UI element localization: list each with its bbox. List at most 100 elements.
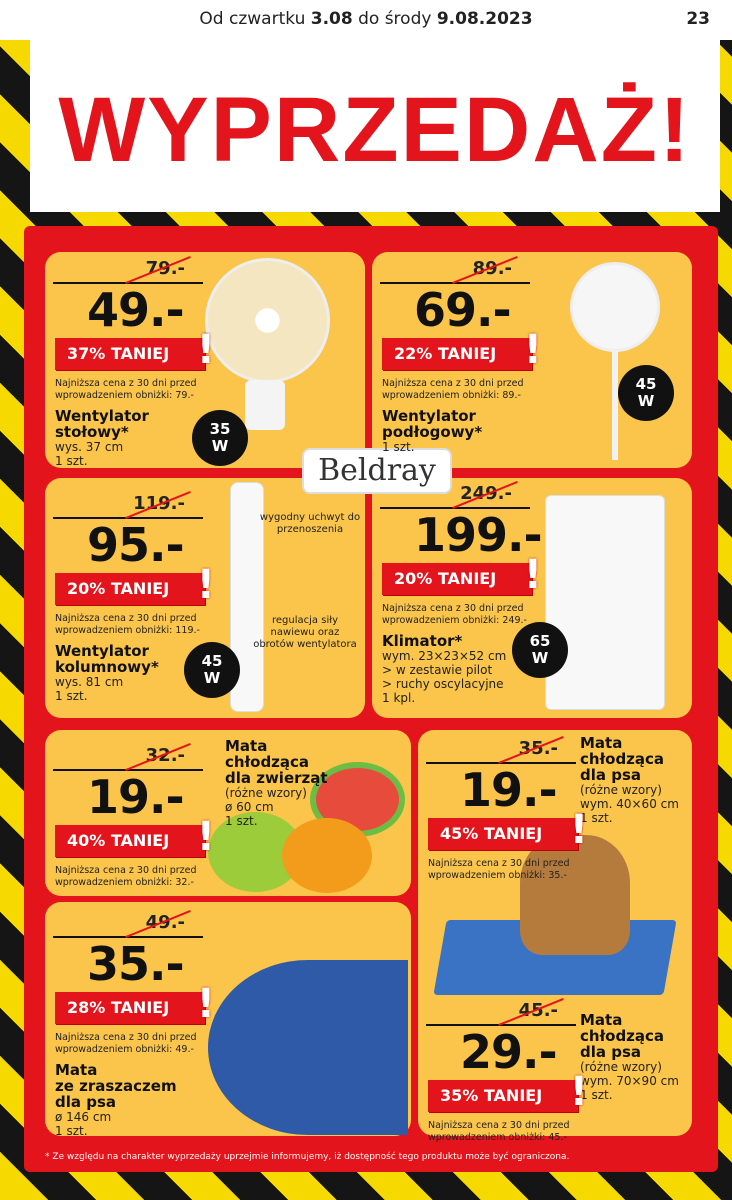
feature-annotation: regulacja siły nawiewu oraz obrotów went… <box>253 615 357 650</box>
product-name: Mata <box>580 1011 623 1029</box>
floor-fan-pole <box>612 350 618 460</box>
discount-text: 45% TANIEJ <box>440 824 543 843</box>
new-price: 199.- <box>414 508 543 562</box>
product-detail: 1 szt. <box>580 811 613 825</box>
old-price: 119.- <box>55 490 215 520</box>
note-line: Najniższa cena z 30 dni przed <box>382 603 524 614</box>
product-name: Mata <box>55 1061 98 1079</box>
sprinkler-mat-image <box>208 960 408 1135</box>
price-block: 45.- 29.- 35% TANIEJ! Najniższa cena z 30 d… <box>426 997 588 1144</box>
note-line: wprowadzeniem obniżki: 32.- <box>55 877 194 888</box>
new-price: 35.- <box>87 937 185 991</box>
price-block: 35.- 19.- 45% TANIEJ! Najniższa cena z 30 d… <box>426 735 588 882</box>
lowest-price-note: Najniższa cena z 30 dni przed wprowadzeni… <box>382 603 542 627</box>
product-detail: wys. 81 cm <box>55 675 124 689</box>
header-bar: Od czwartku 3.08 do środy 9.08.2023 23 <box>0 0 732 40</box>
feature-annotation: wygodny uchwyt do przenoszenia <box>259 512 361 535</box>
product-name: dla psa <box>580 1043 642 1061</box>
price-block: 32.- 19.- 40% TANIEJ! Najniższa cena z 30 d… <box>53 742 215 889</box>
product-name: Klimator* <box>382 632 463 650</box>
footnote: * Ze względu na charakter wyprzedaży upr… <box>45 1152 570 1162</box>
orange-mat-image <box>282 818 372 893</box>
date-from: 3.08 <box>310 9 353 29</box>
wattage-badge: 45 W <box>618 365 674 421</box>
product-name: dla psa <box>580 766 642 784</box>
discount-text: 40% TANIEJ <box>67 831 170 850</box>
note-line: wprowadzeniem obniżki: 49.- <box>55 1044 194 1055</box>
product-name: Mata <box>580 734 623 752</box>
product-name: chłodząca <box>580 750 665 768</box>
exclamation-icon: ! <box>196 327 215 373</box>
product-name-block: Wentylator podłogowy* 1 szt. <box>382 408 542 454</box>
wattage-badge: 45 W <box>184 642 240 698</box>
product-detail: wys. 37 cm <box>55 440 124 454</box>
product-name: Mata chłodząca <box>225 737 310 771</box>
product-detail: (różne wzory) <box>225 786 307 800</box>
product-detail: 1 szt. <box>55 1124 88 1138</box>
lowest-price-note: Najniższa cena z 30 dni przed wprowadzeni… <box>55 378 215 402</box>
lowest-price-note: Najniższa cena z 30 dni przed wprowadzeni… <box>428 858 588 882</box>
discount-text: 20% TANIEJ <box>67 579 170 598</box>
discount-badge: 20% TANIEJ! <box>382 553 542 597</box>
discount-badge: 40% TANIEJ! <box>55 815 215 859</box>
wattage-unit: W <box>211 437 229 455</box>
note-line: Najniższa cena z 30 dni przed <box>55 1032 197 1043</box>
product-detail: wym. 70×90 cm <box>580 1074 679 1088</box>
old-price: 89.- <box>382 255 542 285</box>
note-line: wprowadzeniem obniżki: 249.- <box>382 615 527 626</box>
product-detail: wym. 23×23×52 cm <box>382 649 507 663</box>
discount-badge: 22% TANIEJ! <box>382 328 542 372</box>
page-number: 23 <box>686 9 710 29</box>
note-line: wprowadzeniem obniżki: 89.- <box>382 390 521 401</box>
product-detail: wym. 40×60 cm <box>580 797 679 811</box>
old-price: 45.- <box>428 997 588 1027</box>
note-line: Najniższa cena z 30 dni przed <box>382 378 524 389</box>
note-line: wprowadzeniem obniżki: 79.- <box>55 390 194 401</box>
product-name-block: Mata ze zraszaczem dla psa ø 146 cm 1 szt. <box>55 1062 215 1138</box>
date-mid: do środy <box>358 9 432 29</box>
air-cooler-image <box>545 495 665 710</box>
old-price: 49.- <box>55 909 215 939</box>
exclamation-icon: ! <box>523 552 542 598</box>
title-banner: WYPRZEDAŻ! <box>30 40 720 212</box>
price-block: 249.-199.-20% TANIEJ! Najniższa cena z 30… <box>380 480 543 705</box>
price-block: 119.-95.-20% TANIEJ!Najniższa cena z 30 … <box>53 490 215 703</box>
discount-text: 28% TANIEJ <box>67 998 170 1017</box>
product-detail: 1 kpl. <box>382 691 416 705</box>
product-detail: 1 szt. <box>225 814 258 828</box>
product-detail: 1 szt. <box>382 440 415 454</box>
wattage-badge: 65 W <box>512 622 568 678</box>
lowest-price-note: Najniższa cena z 30 dni przed wprowadzeni… <box>382 378 542 402</box>
discount-badge: 45% TANIEJ! <box>428 808 588 852</box>
note-line: Najniższa cena z 30 dni przed <box>55 378 197 389</box>
discount-text: 37% TANIEJ <box>67 344 170 363</box>
page-title: WYPRZEDAŻ! <box>58 79 692 181</box>
old-price: 35.- <box>428 735 588 765</box>
lowest-price-note: Najniższa cena z 30 dni przed wprowadzeni… <box>428 1120 588 1144</box>
product-name: Wentylator <box>55 407 149 425</box>
product-name: dla zwierząt <box>225 769 328 787</box>
new-price: 95.- <box>87 518 185 572</box>
product-detail: (różne wzory) <box>580 783 662 797</box>
product-name: dla psa <box>55 1093 117 1111</box>
note-line: wprowadzeniem obniżki: 45.- <box>428 1132 567 1143</box>
lowest-price-note: Najniższa cena z 30 dni przed wprowadzeni… <box>55 865 215 889</box>
exclamation-icon: ! <box>569 1069 588 1115</box>
floor-fan-image <box>570 262 660 352</box>
product-name: ze zraszaczem <box>55 1077 177 1095</box>
new-price: 69.- <box>414 283 512 337</box>
discount-badge: 28% TANIEJ! <box>55 982 215 1026</box>
product-name: stołowy* <box>55 423 129 441</box>
brand-logo: Beldray <box>302 448 452 494</box>
wattage-value: 35 <box>209 420 231 438</box>
table-fan-image <box>205 258 330 383</box>
exclamation-icon: ! <box>196 814 215 860</box>
note-line: Najniższa cena z 30 dni przed <box>428 858 570 869</box>
dog-image <box>520 835 630 955</box>
old-price: 249.- <box>382 480 542 510</box>
product-name: kolumnowy* <box>55 658 159 676</box>
discount-text: 35% TANIEJ <box>440 1086 543 1105</box>
exclamation-icon: ! <box>196 562 215 608</box>
new-price: 49.- <box>87 283 185 337</box>
table-fan-stand <box>245 380 285 430</box>
